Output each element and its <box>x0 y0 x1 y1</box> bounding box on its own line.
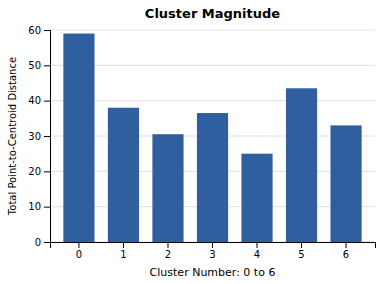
tick-mark <box>346 242 347 248</box>
bar <box>330 125 361 242</box>
tick-mark <box>257 242 258 248</box>
chart: 0 10 20 30 40 50 60 0 1 2 3 4 5 6 Cluster Magnitude Clu… <box>0 0 387 284</box>
tick-mark <box>212 242 213 248</box>
grid-line <box>50 65 375 66</box>
bar <box>152 134 183 242</box>
axis-line <box>51 243 376 249</box>
tick: 5 <box>298 242 304 260</box>
tick: 40 <box>28 95 50 106</box>
tick: 20 <box>28 166 50 177</box>
tick-label: 0 <box>76 249 82 260</box>
tick-mark <box>167 242 168 248</box>
tick-mark <box>123 242 124 248</box>
y-axis-title: Total Point-to-Centroid Distance <box>7 57 18 216</box>
axis-line <box>44 31 51 243</box>
tick-label: 1 <box>120 249 126 260</box>
grid <box>50 30 375 242</box>
bar <box>241 154 272 242</box>
grid-line <box>50 30 375 31</box>
title: Cluster Magnitude <box>145 6 280 21</box>
tick-label: 50 <box>28 60 41 71</box>
bar <box>197 113 228 242</box>
tick-mark <box>44 207 50 208</box>
bar <box>286 88 317 242</box>
tick: 4 <box>254 242 260 260</box>
tick: 2 <box>165 242 171 260</box>
tick-mark <box>44 242 50 243</box>
tick-label: 30 <box>28 131 41 142</box>
tick-label: 60 <box>28 25 41 36</box>
grid-line <box>50 100 375 101</box>
bar <box>63 34 94 242</box>
bars <box>63 34 361 242</box>
tick-label: 4 <box>254 249 260 260</box>
tick-mark <box>44 65 50 66</box>
y-axis: 0 10 20 30 40 50 60 <box>28 25 50 248</box>
tick-label: 0 <box>35 237 41 248</box>
tick-label: 40 <box>28 95 41 106</box>
plot: 0 10 20 30 40 50 60 0 1 2 3 4 5 6 <box>28 25 375 260</box>
tick-label: 20 <box>28 166 41 177</box>
tick: 0 <box>76 242 82 260</box>
tick: 60 <box>28 25 50 36</box>
tick: 30 <box>28 131 50 142</box>
x-axis-title: Cluster Number: 0 to 6 <box>150 266 276 279</box>
tick-mark <box>44 171 50 172</box>
tick-mark <box>44 136 50 137</box>
tick-mark <box>44 30 50 31</box>
tick-label: 3 <box>209 249 215 260</box>
tick-mark <box>44 101 50 102</box>
tick-label: 5 <box>298 249 304 260</box>
tick: 0 <box>35 237 50 248</box>
tick-label: 6 <box>343 249 349 260</box>
tick-mark <box>301 242 302 248</box>
tick: 3 <box>209 242 215 260</box>
tick: 10 <box>28 201 50 212</box>
tick: 1 <box>120 242 126 260</box>
bar <box>108 108 139 242</box>
x-axis: 0 1 2 3 4 5 6 <box>51 242 376 260</box>
tick: 6 <box>343 242 349 260</box>
tick-label: 10 <box>28 201 41 212</box>
tick-mark <box>78 242 79 248</box>
tick: 50 <box>28 60 50 71</box>
tick-label: 2 <box>165 249 171 260</box>
